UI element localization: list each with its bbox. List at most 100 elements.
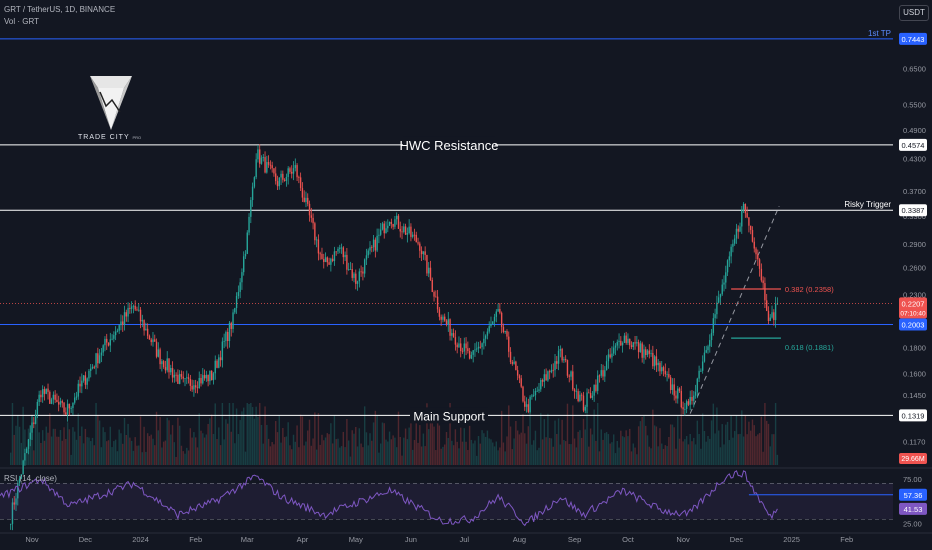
candle-body	[102, 345, 104, 353]
volume-bar	[458, 448, 460, 465]
volume-bar	[95, 403, 97, 465]
volume-bar	[536, 450, 538, 465]
volume-bar	[369, 433, 371, 465]
volume-bar	[344, 447, 346, 465]
volume-bar	[365, 432, 368, 465]
candle-body	[82, 375, 85, 381]
volume-bar	[360, 443, 362, 465]
volume-bar	[248, 403, 250, 465]
candle-body	[379, 229, 382, 235]
price-tick-label: 0.2900	[903, 240, 926, 249]
volume-bar	[218, 427, 220, 465]
volume-bar	[710, 420, 713, 465]
volume-bar	[451, 440, 453, 465]
candle-body	[146, 328, 149, 336]
candle-body	[317, 239, 320, 254]
volume-bar	[767, 423, 770, 465]
currency-button[interactable]: USDT	[899, 5, 929, 21]
volume-bar	[81, 426, 83, 465]
volume-bar	[65, 438, 67, 465]
candle-body	[513, 361, 515, 364]
candle-body	[643, 349, 645, 358]
candle-body	[323, 259, 325, 262]
volume-bar	[349, 456, 352, 465]
volume-bar	[476, 455, 478, 465]
volume-bar	[141, 452, 144, 465]
date-tick-label: Aug	[513, 535, 526, 544]
volume-bar	[390, 439, 393, 465]
volume-bar	[755, 436, 757, 465]
candle-body	[623, 335, 626, 344]
candle-body	[374, 239, 377, 251]
volume-bar	[547, 413, 549, 465]
candle-body	[315, 239, 318, 241]
volume-bar	[527, 426, 530, 465]
candle-body	[273, 168, 275, 174]
candle-body	[662, 367, 665, 371]
volume-bar	[744, 414, 747, 465]
candle-body	[632, 342, 634, 347]
candle-body	[299, 177, 302, 189]
candle-body	[689, 397, 691, 405]
volume-bar	[428, 429, 430, 465]
volume-bar	[561, 419, 563, 465]
volume-bar	[668, 437, 670, 465]
candle-body	[410, 226, 412, 237]
candle-body	[408, 226, 410, 234]
price-badge	[899, 409, 927, 422]
volume-bar	[331, 443, 334, 465]
candle-body	[178, 374, 181, 384]
volume-bar	[586, 404, 588, 465]
volume-bar	[749, 430, 752, 465]
candle-body	[365, 255, 368, 260]
volume-bar	[677, 416, 679, 465]
volume-bar	[433, 426, 435, 465]
volume-bar	[456, 441, 458, 465]
volume-bar	[733, 431, 736, 465]
volume-bar	[266, 424, 268, 465]
candle-body	[429, 267, 432, 280]
volume-bar	[387, 441, 389, 465]
volume-bar	[134, 437, 136, 465]
candle-body	[540, 380, 542, 390]
last-price-text: 0.2207	[902, 299, 925, 308]
candle-body	[527, 404, 530, 412]
candle-body	[589, 393, 592, 398]
candle-body	[701, 361, 704, 371]
candle-body	[177, 374, 179, 384]
date-tick-label: Dec	[730, 535, 744, 544]
volume-bar	[741, 410, 743, 465]
candle-body	[291, 171, 293, 174]
candle-body	[257, 149, 259, 160]
volume-bar	[401, 455, 403, 465]
candle-body	[452, 333, 455, 338]
candle-body	[559, 349, 562, 351]
volume-bar	[499, 447, 501, 465]
candle-body	[725, 272, 727, 283]
candle-body	[412, 234, 414, 237]
candle-body	[205, 374, 208, 379]
candle-body	[155, 341, 158, 357]
candle-body	[659, 362, 661, 372]
candle-body	[420, 250, 423, 255]
candle-body	[636, 342, 638, 344]
candle-body	[673, 384, 675, 396]
date-tick-label: Oct	[622, 535, 635, 544]
volume-bar	[148, 436, 151, 465]
volume-bar	[760, 416, 763, 465]
volume-bar	[209, 418, 211, 465]
volume-bar	[472, 443, 474, 465]
price-badge	[899, 318, 927, 331]
volume-bar	[431, 417, 433, 465]
volume-bar	[162, 441, 165, 465]
volume-bar	[662, 448, 665, 465]
volume-bar	[534, 430, 537, 465]
candle-body	[120, 321, 122, 326]
candle-body	[508, 336, 510, 352]
volume-bar	[93, 445, 95, 465]
candle-body	[582, 395, 585, 411]
volume-bar	[605, 432, 608, 465]
volume-bar	[730, 416, 732, 465]
candle-body	[664, 370, 667, 375]
